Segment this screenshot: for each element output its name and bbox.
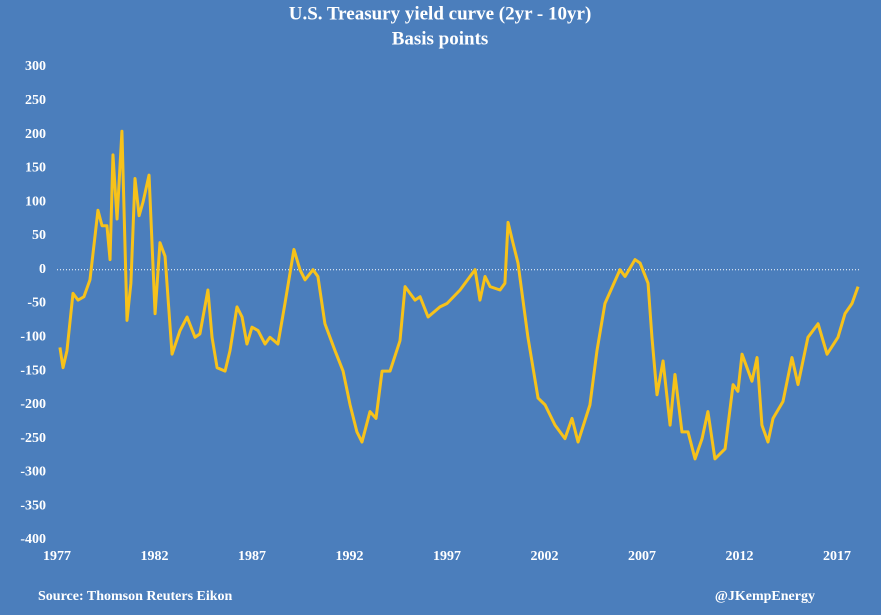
y-tick-label: -400 [20, 532, 46, 547]
y-tick-label: -50 [27, 296, 46, 311]
y-tick-label: 300 [25, 59, 46, 74]
credit-note: @JKempEnergy [715, 589, 815, 604]
y-tick-label: 250 [25, 93, 46, 108]
x-tick-label: 1977 [43, 549, 71, 564]
y-tick-label: -200 [20, 397, 46, 412]
x-tick-label: 1987 [238, 549, 266, 564]
y-tick-label: 0 [39, 262, 46, 277]
chart-title: U.S. Treasury yield curve (2yr - 10yr) [289, 3, 592, 24]
x-tick-label: 1997 [433, 549, 461, 564]
x-tick-label: 1982 [141, 549, 169, 564]
chart-subtitle: Basis points [392, 28, 489, 49]
y-tick-label: -100 [20, 330, 46, 345]
y-tick-label: -300 [20, 465, 46, 480]
data-line [58, 129, 860, 461]
x-tick-label: 2002 [531, 549, 559, 564]
y-tick-label: 200 [25, 127, 46, 142]
y-tick-label: -250 [20, 431, 46, 446]
y-tick-label: 150 [25, 161, 46, 176]
y-tick-label: -150 [20, 363, 46, 378]
y-tick-label: 50 [32, 228, 46, 243]
y-tick-label: -350 [20, 498, 46, 513]
source-note: Source: Thomson Reuters Eikon [38, 589, 233, 604]
x-tick-label: 2017 [823, 549, 851, 564]
x-tick-label: 2012 [726, 549, 754, 564]
y-tick-label: 100 [25, 194, 46, 209]
x-tick-label: 1992 [336, 549, 364, 564]
x-tick-label: 2007 [628, 549, 656, 564]
